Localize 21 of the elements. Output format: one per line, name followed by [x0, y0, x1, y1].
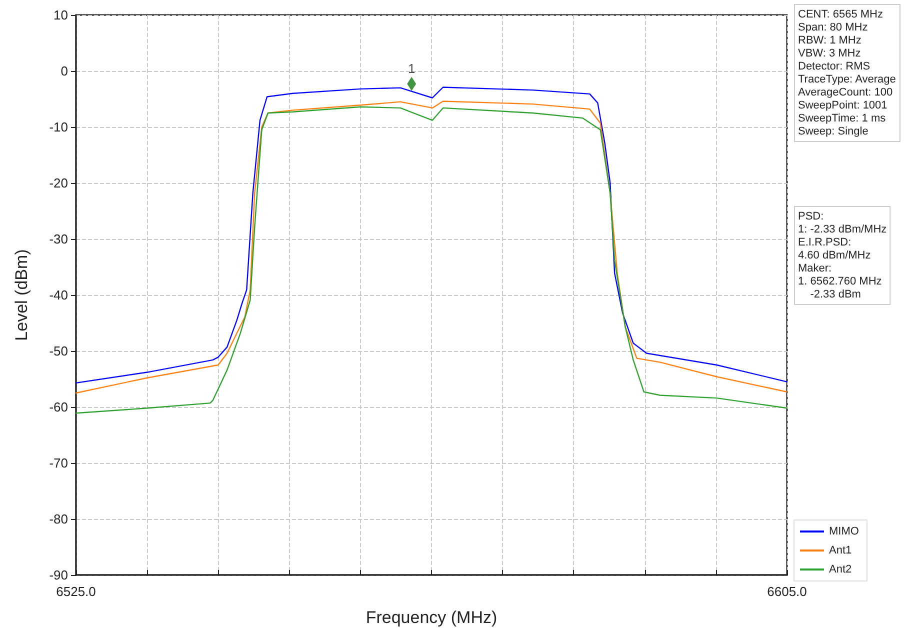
x-tick-label: 6525.0	[56, 584, 96, 599]
y-tick-label: -70	[49, 456, 68, 470]
x-axis-title: Frequency (MHz)	[366, 608, 498, 627]
y-tick-label: -40	[49, 288, 68, 302]
y-tick-label: -30	[49, 232, 68, 246]
y-axis-title: Level (dBm)	[12, 249, 31, 341]
legend-label: Ant2	[829, 564, 852, 576]
y-tick-label: -20	[49, 176, 68, 190]
y-tick-label: 0	[60, 64, 68, 78]
y-tick-label: -60	[49, 400, 68, 414]
y-tick-label: -10	[49, 120, 68, 134]
text: PSD: 1: -2.33 dBm/MHz E.I.R.PSD: 4.60 dBm/MHz Maker: 1. 6562.760 MHz -2.33 dBm	[798, 210, 887, 300]
text: CENT: 6565 MHz Span: 80 MHz RBW: 1 MHz VBW: 3 MHz Detector: RMS TraceType: Average AverageCount: 100 SweepPoint: 1001 SweepTime: 1 ms Sweep: Single	[798, 8, 896, 138]
y-tick-label: -90	[49, 568, 68, 582]
series-label: 1	[408, 60, 416, 76]
legend-label: Ant1	[829, 544, 852, 556]
legend-label: MIMO	[829, 526, 860, 538]
x-tick-label: 6605.0	[767, 584, 807, 599]
y-tick-label: -80	[49, 512, 68, 526]
y-tick-label: 10	[54, 8, 68, 22]
y-tick-label: -50	[49, 344, 68, 358]
